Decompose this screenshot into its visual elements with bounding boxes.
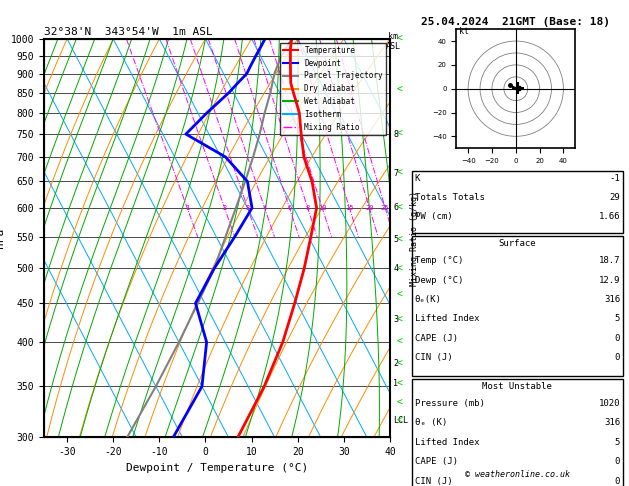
Text: 32°38'N  343°54'W  1m ASL: 32°38'N 343°54'W 1m ASL xyxy=(44,27,213,37)
Text: Dewp (°C): Dewp (°C) xyxy=(415,276,463,285)
Text: <: < xyxy=(396,416,403,425)
Text: 12.9: 12.9 xyxy=(599,276,620,285)
Text: km
ASL: km ASL xyxy=(386,32,401,51)
Text: 6: 6 xyxy=(287,205,292,211)
Text: 1: 1 xyxy=(394,379,398,388)
Text: <: < xyxy=(396,129,403,139)
Text: 0: 0 xyxy=(615,353,620,363)
X-axis label: Dewpoint / Temperature (°C): Dewpoint / Temperature (°C) xyxy=(126,463,308,473)
Y-axis label: hPa: hPa xyxy=(0,228,5,248)
Text: Lifted Index: Lifted Index xyxy=(415,438,479,447)
Text: <: < xyxy=(396,263,403,273)
Text: PW (cm): PW (cm) xyxy=(415,212,452,222)
Text: 5: 5 xyxy=(615,314,620,324)
Text: 25: 25 xyxy=(381,205,389,211)
Text: CAPE (J): CAPE (J) xyxy=(415,457,457,467)
Text: © weatheronline.co.uk: © weatheronline.co.uk xyxy=(465,469,570,479)
Text: 8: 8 xyxy=(306,205,310,211)
Text: <: < xyxy=(396,34,403,44)
Text: <: < xyxy=(396,85,403,95)
Text: 4: 4 xyxy=(394,264,398,273)
Text: Pressure (mb): Pressure (mb) xyxy=(415,399,484,408)
Text: 20: 20 xyxy=(365,205,374,211)
Text: 0: 0 xyxy=(615,334,620,343)
Text: 0: 0 xyxy=(615,477,620,486)
Text: CIN (J): CIN (J) xyxy=(415,353,452,363)
Text: 25.04.2024  21GMT (Base: 18): 25.04.2024 21GMT (Base: 18) xyxy=(421,17,610,27)
Text: 0: 0 xyxy=(615,457,620,467)
Text: kt: kt xyxy=(459,27,469,36)
Text: <: < xyxy=(396,168,403,178)
Text: <: < xyxy=(396,359,403,368)
Text: 15: 15 xyxy=(345,205,353,211)
Text: 2: 2 xyxy=(223,205,226,211)
Text: 8: 8 xyxy=(394,130,398,139)
Text: 1.66: 1.66 xyxy=(599,212,620,222)
Text: Totals Totals: Totals Totals xyxy=(415,193,484,202)
Text: 2: 2 xyxy=(394,359,398,368)
Text: K: K xyxy=(415,174,420,183)
Text: -1: -1 xyxy=(610,174,620,183)
Text: 316: 316 xyxy=(604,295,620,304)
Text: <: < xyxy=(396,398,403,408)
Text: 18.7: 18.7 xyxy=(599,256,620,265)
Text: CIN (J): CIN (J) xyxy=(415,477,452,486)
Text: 3: 3 xyxy=(245,205,250,211)
Text: 5: 5 xyxy=(394,235,398,244)
Text: <: < xyxy=(396,314,403,324)
Text: Lifted Index: Lifted Index xyxy=(415,314,479,324)
Text: Most Unstable: Most Unstable xyxy=(482,382,552,391)
Text: θₑ(K): θₑ(K) xyxy=(415,295,442,304)
Text: 6: 6 xyxy=(394,204,398,212)
Text: 10: 10 xyxy=(318,205,326,211)
Text: Surface: Surface xyxy=(499,239,536,248)
Text: <: < xyxy=(396,203,403,213)
Text: 29: 29 xyxy=(610,193,620,202)
Legend: Temperature, Dewpoint, Parcel Trajectory, Dry Adiabat, Wet Adiabat, Isotherm, Mi: Temperature, Dewpoint, Parcel Trajectory… xyxy=(280,43,386,135)
Text: <: < xyxy=(396,379,403,389)
Text: <: < xyxy=(396,290,403,300)
Text: <: < xyxy=(396,235,403,244)
Text: 7: 7 xyxy=(394,169,398,177)
Text: LCL: LCL xyxy=(394,416,408,425)
Text: θₑ (K): θₑ (K) xyxy=(415,418,447,428)
Text: 1020: 1020 xyxy=(599,399,620,408)
Text: CAPE (J): CAPE (J) xyxy=(415,334,457,343)
Text: 5: 5 xyxy=(615,438,620,447)
Text: Mixing Ratio (g/kg): Mixing Ratio (g/kg) xyxy=(409,191,419,286)
Text: 3: 3 xyxy=(394,315,398,324)
Text: 4: 4 xyxy=(262,205,267,211)
Text: <: < xyxy=(396,337,403,347)
Text: 1: 1 xyxy=(185,205,189,211)
Text: 316: 316 xyxy=(604,418,620,428)
Text: Temp (°C): Temp (°C) xyxy=(415,256,463,265)
